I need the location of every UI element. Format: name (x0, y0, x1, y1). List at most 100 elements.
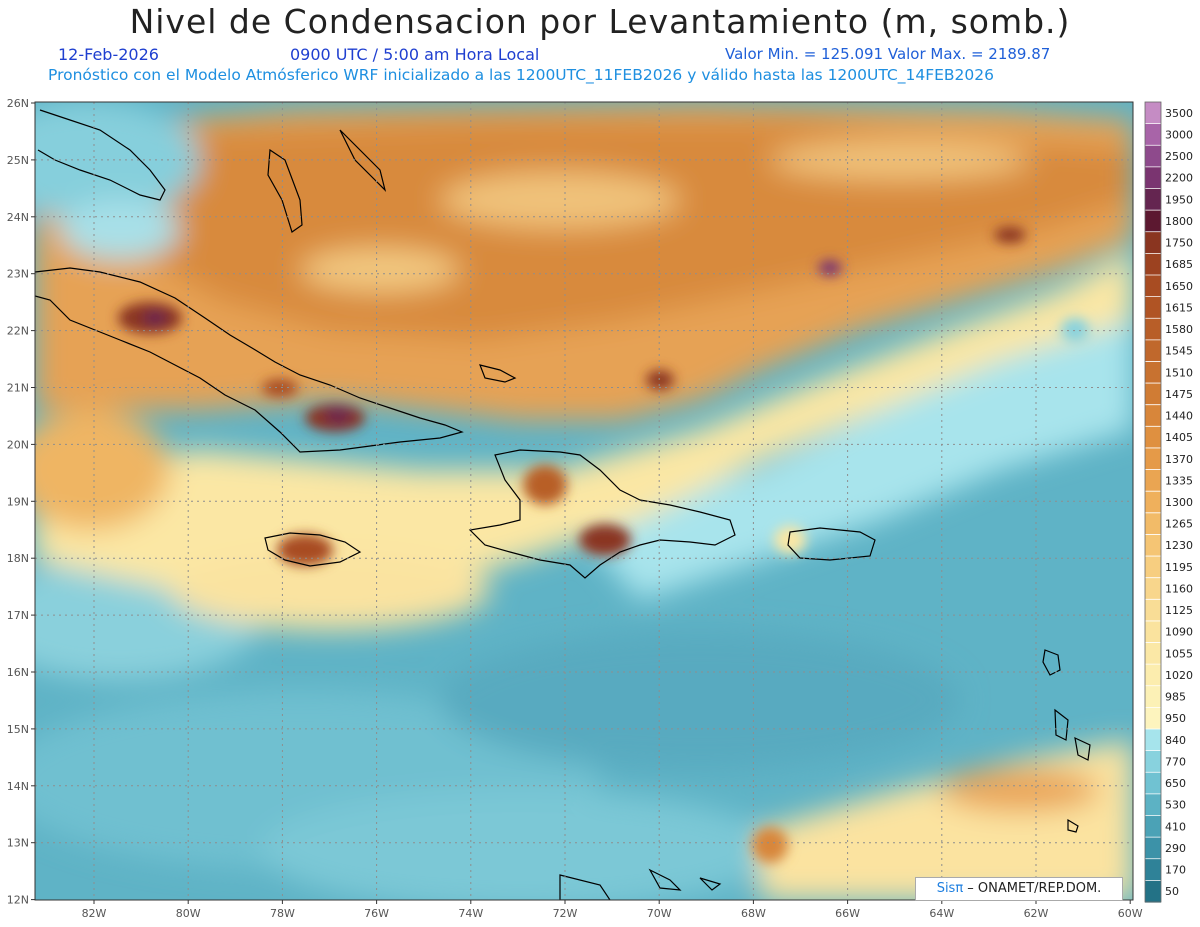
color-swatch (1145, 556, 1161, 579)
scale-label: 1195 (1165, 561, 1193, 574)
color-swatch (1145, 361, 1161, 384)
color-swatch (1145, 102, 1161, 125)
credit-label: Sisπ – ONAMET/REP.DOM. (915, 877, 1123, 901)
lon-label: 72W (553, 907, 578, 920)
color-swatch (1145, 296, 1161, 319)
lon-label: 76W (364, 907, 389, 920)
credit-text: – ONAMET/REP.DOM. (963, 881, 1102, 896)
scale-label: 1020 (1165, 669, 1193, 682)
color-swatch (1145, 577, 1161, 600)
puerto-rico-outline (787, 527, 876, 561)
color-swatch (1145, 599, 1161, 622)
saint-lucia (1074, 736, 1091, 761)
scale-label: 1950 (1165, 193, 1193, 206)
scale-label: 3000 (1165, 128, 1193, 141)
scale-label: 1125 (1165, 604, 1193, 617)
color-swatch (1145, 664, 1161, 687)
lat-label: 21N (7, 382, 29, 395)
color-swatch (1145, 274, 1161, 298)
martinique (1054, 708, 1069, 741)
value-range: Valor Min. = 125.091 Valor Max. = 2189.8… (725, 45, 1051, 63)
color-swatch (1145, 512, 1161, 536)
lat-label: 19N (7, 495, 29, 508)
scale-label: 1580 (1165, 323, 1193, 336)
scale-label: 1230 (1165, 539, 1193, 552)
color-swatch (1145, 469, 1161, 492)
grid-lines (35, 102, 1133, 900)
great-inagua (479, 364, 517, 383)
jamaica-outline (264, 532, 362, 567)
scale-label: 1055 (1165, 647, 1193, 660)
scale-label: 1370 (1165, 453, 1193, 466)
lat-label: 12N (7, 894, 29, 907)
color-swatch (1145, 123, 1161, 146)
color-swatch (1145, 145, 1161, 168)
scale-label: 3500 (1165, 107, 1193, 120)
lon-label: 66W (835, 907, 860, 920)
scale-label: 530 (1165, 799, 1186, 812)
scale-label: 1405 (1165, 431, 1193, 444)
field-shading (35, 102, 1133, 900)
cuba-outline (35, 267, 464, 453)
grenada (1067, 818, 1079, 833)
color-swatch (1145, 166, 1161, 190)
color-swatch (1145, 491, 1161, 514)
coastlines (35, 109, 1091, 900)
scale-label: 2200 (1165, 172, 1193, 185)
scale-label: 170 (1165, 864, 1186, 877)
curacao (648, 868, 682, 891)
color-scale: 3500 3000 2500 2200 1950 1800 1750 1685 1650 1615… (1144, 101, 1193, 903)
lat-label: 15N (7, 723, 29, 736)
latitude-labels: 26N 25N 24N 23N 22N 21N 20N 19N 18N 17N 16N 15N 14N 1… (7, 97, 35, 907)
scale-label: 1750 (1165, 237, 1193, 250)
scale-label: 1090 (1165, 626, 1193, 639)
color-swatch (1145, 707, 1161, 730)
scale-label: 2500 (1165, 150, 1193, 163)
color-swatch (1145, 685, 1161, 709)
color-swatch (1145, 318, 1161, 341)
page-title: Nivel de Condensacion por Levantamiento … (129, 2, 1071, 41)
lat-label: 20N (7, 438, 29, 451)
bahamas-andros (267, 148, 303, 233)
scale-label: 50 (1165, 885, 1179, 898)
color-swatch (1145, 383, 1161, 406)
scale-label: 1440 (1165, 410, 1193, 423)
color-swatch (1145, 210, 1161, 233)
scale-label: 290 (1165, 842, 1186, 855)
scale-label: 770 (1165, 755, 1186, 768)
lat-label: 17N (7, 609, 29, 622)
color-swatch (1145, 447, 1161, 471)
scale-label: 985 (1165, 691, 1186, 704)
scale-label: 1160 (1165, 582, 1193, 595)
scale-label: 650 (1165, 777, 1186, 790)
lon-label: 74W (458, 907, 483, 920)
model-info: Pronóstico con el Modelo Atmósferico WRF… (48, 66, 994, 84)
lon-label: 60W (1118, 907, 1143, 920)
lon-label: 62W (1024, 907, 1049, 920)
scale-label: 1650 (1165, 280, 1193, 293)
color-swatch (1145, 534, 1161, 557)
lon-label: 64W (929, 907, 954, 920)
sis-logo-text: Sisπ (936, 881, 964, 896)
scale-label: 1335 (1165, 474, 1193, 487)
lat-label: 16N (7, 666, 29, 679)
lon-label: 82W (82, 907, 107, 920)
florida-outline (37, 109, 166, 201)
lat-label: 23N (7, 268, 29, 281)
color-swatch (1145, 880, 1161, 903)
color-swatch (1145, 750, 1161, 773)
scale-label: 1800 (1165, 215, 1193, 228)
scale-label: 1685 (1165, 258, 1193, 271)
color-swatch (1145, 404, 1161, 427)
color-swatch (1145, 339, 1161, 363)
lat-label: 25N (7, 154, 29, 167)
scale-label: 1545 (1165, 345, 1193, 358)
lat-label: 26N (7, 97, 29, 110)
color-swatch (1145, 772, 1161, 795)
scale-label: 1265 (1165, 518, 1193, 531)
scale-label: 1300 (1165, 496, 1193, 509)
hispaniola-outline (468, 449, 736, 579)
bonaire (699, 877, 722, 891)
lat-label: 18N (7, 552, 29, 565)
lat-label: 14N (7, 780, 29, 793)
